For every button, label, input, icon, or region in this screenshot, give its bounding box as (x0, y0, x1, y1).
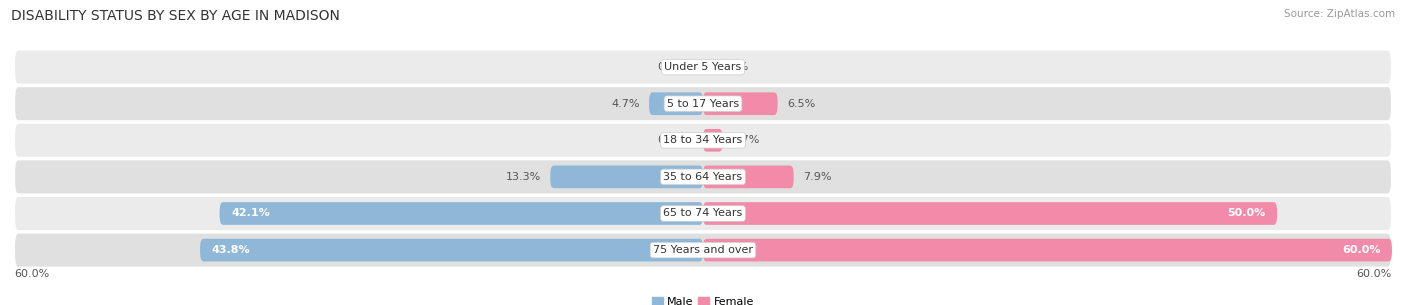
FancyBboxPatch shape (14, 49, 1392, 85)
Text: 75 Years and over: 75 Years and over (652, 245, 754, 255)
FancyBboxPatch shape (703, 129, 723, 152)
Text: Under 5 Years: Under 5 Years (665, 62, 741, 72)
Text: 60.0%: 60.0% (14, 269, 49, 279)
FancyBboxPatch shape (703, 202, 1277, 225)
Text: 7.9%: 7.9% (803, 172, 831, 182)
Text: Source: ZipAtlas.com: Source: ZipAtlas.com (1284, 9, 1395, 19)
Text: 35 to 64 Years: 35 to 64 Years (664, 172, 742, 182)
Text: 60.0%: 60.0% (1357, 269, 1392, 279)
Text: 60.0%: 60.0% (1341, 245, 1381, 255)
Text: 0.0%: 0.0% (658, 62, 686, 72)
Text: 6.5%: 6.5% (787, 99, 815, 109)
Text: DISABILITY STATUS BY SEX BY AGE IN MADISON: DISABILITY STATUS BY SEX BY AGE IN MADIS… (11, 9, 340, 23)
FancyBboxPatch shape (14, 196, 1392, 231)
Text: 0.0%: 0.0% (720, 62, 748, 72)
Text: 0.0%: 0.0% (658, 135, 686, 145)
Text: 4.7%: 4.7% (612, 99, 640, 109)
FancyBboxPatch shape (650, 92, 703, 115)
FancyBboxPatch shape (703, 92, 778, 115)
Text: 18 to 34 Years: 18 to 34 Years (664, 135, 742, 145)
FancyBboxPatch shape (14, 123, 1392, 158)
Text: 13.3%: 13.3% (506, 172, 541, 182)
Text: 1.7%: 1.7% (731, 135, 761, 145)
Text: 65 to 74 Years: 65 to 74 Years (664, 209, 742, 218)
Legend: Male, Female: Male, Female (647, 292, 759, 305)
FancyBboxPatch shape (200, 239, 703, 261)
FancyBboxPatch shape (14, 232, 1392, 268)
FancyBboxPatch shape (219, 202, 703, 225)
FancyBboxPatch shape (703, 166, 794, 188)
FancyBboxPatch shape (703, 239, 1392, 261)
FancyBboxPatch shape (14, 159, 1392, 195)
Text: 43.8%: 43.8% (211, 245, 250, 255)
Text: 5 to 17 Years: 5 to 17 Years (666, 99, 740, 109)
FancyBboxPatch shape (14, 86, 1392, 121)
Text: 42.1%: 42.1% (231, 209, 270, 218)
FancyBboxPatch shape (550, 166, 703, 188)
Text: 50.0%: 50.0% (1227, 209, 1265, 218)
